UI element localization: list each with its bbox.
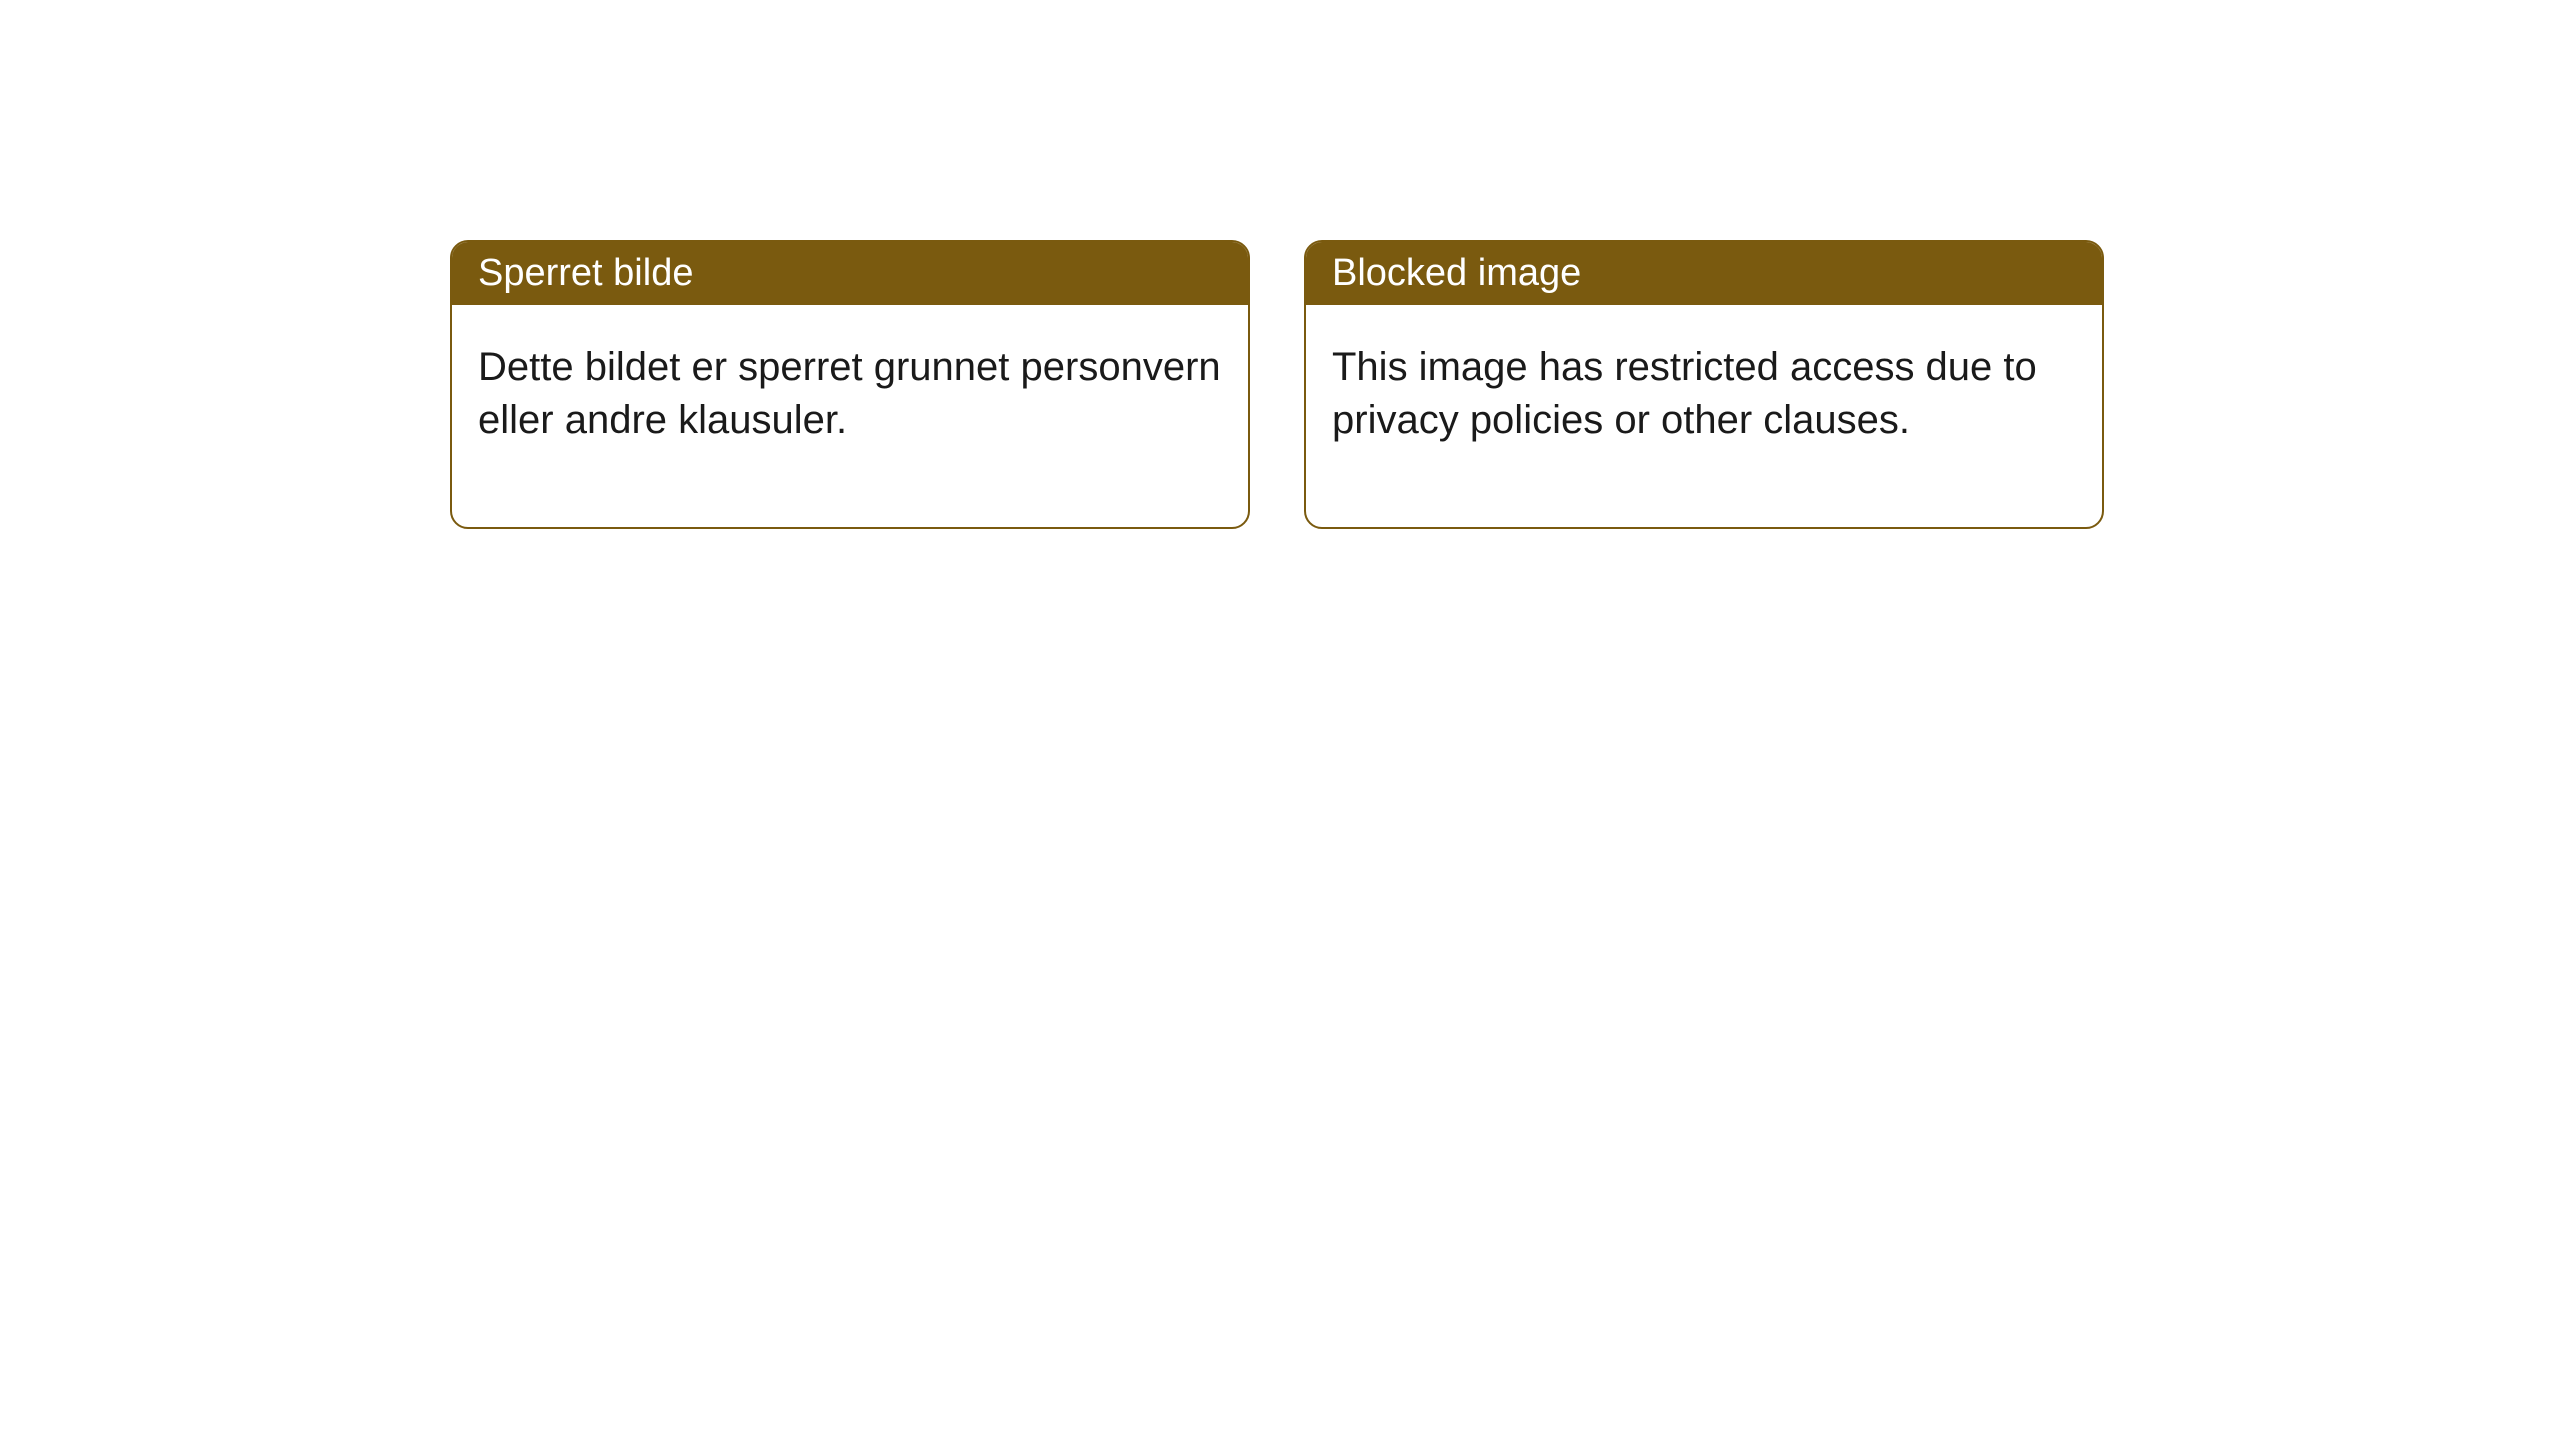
notice-card-title-no: Sperret bilde (452, 242, 1248, 305)
notice-card-body-no: Dette bildet er sperret grunnet personve… (452, 305, 1248, 527)
notice-card-row: Sperret bilde Dette bildet er sperret gr… (0, 0, 2560, 529)
notice-card-no: Sperret bilde Dette bildet er sperret gr… (450, 240, 1250, 529)
notice-card-title-en: Blocked image (1306, 242, 2102, 305)
notice-card-en: Blocked image This image has restricted … (1304, 240, 2104, 529)
notice-card-body-en: This image has restricted access due to … (1306, 305, 2102, 527)
